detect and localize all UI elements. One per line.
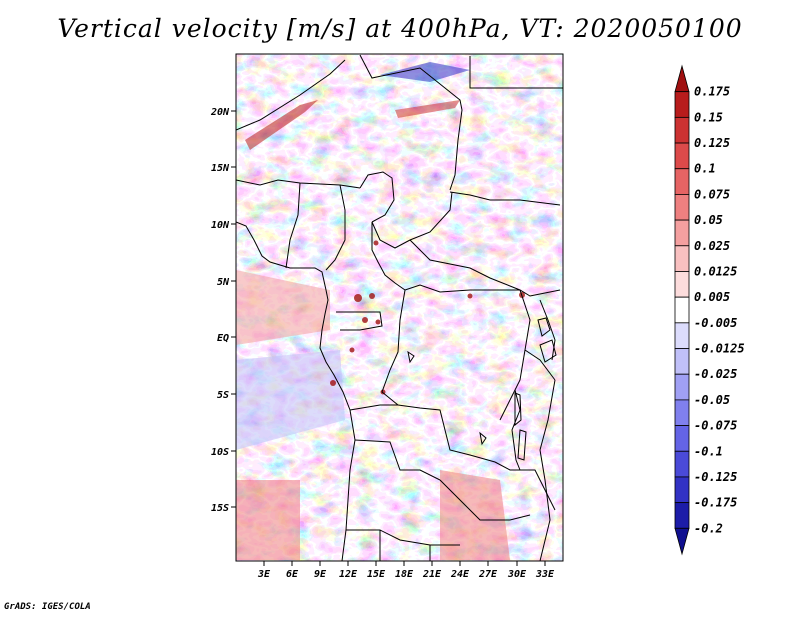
colorbar-swatch (674, 322, 690, 349)
colorbar-swatch (674, 425, 690, 452)
colorbar-swatch (674, 142, 690, 170)
lat-label: 5N (217, 277, 230, 288)
colorbar-label: 0.1 (694, 162, 716, 176)
colorbar-swatch (674, 271, 690, 298)
colorbar-swatch (674, 168, 690, 195)
colorbar-label: -0.075 (694, 419, 737, 433)
lon-label: 27E (478, 569, 498, 580)
colorbar-label: 0.005 (694, 290, 730, 304)
map-frame (235, 53, 564, 562)
lat-label: 20N (210, 107, 230, 118)
colorbar-label: -0.0125 (694, 342, 745, 356)
colorbar-label: -0.1 (694, 444, 723, 458)
colorbar-swatch (674, 245, 690, 272)
colorbar-label: -0.025 (694, 367, 737, 381)
colorbar-swatch (674, 450, 690, 478)
colorbar-swatch (674, 219, 690, 247)
plot-title: Vertical velocity [m/s] at 400hPa, VT: 2… (57, 14, 743, 43)
lon-label: 15E (367, 569, 386, 580)
colorbar-label: 0.175 (694, 85, 730, 99)
colorbar-swatch (674, 116, 690, 144)
lon-label: 30E (507, 569, 527, 580)
lon-label: 33E (535, 569, 555, 580)
colorbar-label: -0.2 (694, 521, 723, 535)
lat-label: EQ (217, 333, 229, 344)
colorbar-swatch (674, 373, 690, 401)
lon-label: 9E (314, 569, 327, 580)
lon-label: 18E (395, 569, 414, 580)
latitude-axis: 20N 15N 10N 5N EQ 5S 10S 15S (210, 107, 236, 514)
longitude-axis: 3E 6E 9E 12E 15E 18E 21E 24E 27E 30E 33E (257, 561, 555, 580)
colorbar-label: 0.05 (694, 213, 723, 227)
lat-label: 15N (211, 163, 230, 174)
colorbar-label: 0.15 (694, 110, 723, 124)
colorbar-swatch (674, 64, 690, 93)
colorbar-swatch (674, 502, 690, 529)
lon-label: 24E (450, 569, 470, 580)
lat-label: 10N (211, 220, 230, 231)
colorbar-swatch (674, 476, 690, 504)
lat-label: 15S (211, 503, 229, 514)
colorbar-label: -0.175 (694, 496, 737, 510)
colorbar-label: 0.125 (694, 136, 730, 150)
velocity-field (236, 54, 563, 561)
colorbar-label: -0.05 (694, 393, 730, 407)
colorbar-label: 0.0125 (694, 264, 737, 278)
grads-credit: GrADS: IGES/COLA (4, 602, 91, 612)
colorbar-swatch (674, 91, 690, 118)
lon-label: 3E (257, 569, 271, 580)
colorbar-swatch (674, 399, 690, 426)
lon-label: 6E (286, 569, 299, 580)
colorbar-label: 0.075 (694, 187, 730, 201)
lat-label: 5S (217, 390, 229, 401)
colorbar-label: -0.005 (694, 316, 737, 330)
colorbar: 0.175 0.15 0.125 0.1 0.075 0.05 0.025 0.0125 0.0… (674, 64, 745, 556)
country-boundaries (236, 54, 563, 561)
lon-label: 21E (422, 569, 442, 580)
colorbar-swatch (674, 527, 690, 556)
colorbar-label: -0.125 (694, 470, 737, 484)
colorbar-label: 0.025 (694, 239, 730, 253)
lon-label: 12E (339, 569, 358, 580)
colorbar-swatch (674, 296, 690, 324)
colorbar-swatch (674, 348, 690, 375)
colorbar-swatch (674, 194, 690, 221)
lat-label: 10S (211, 447, 229, 458)
